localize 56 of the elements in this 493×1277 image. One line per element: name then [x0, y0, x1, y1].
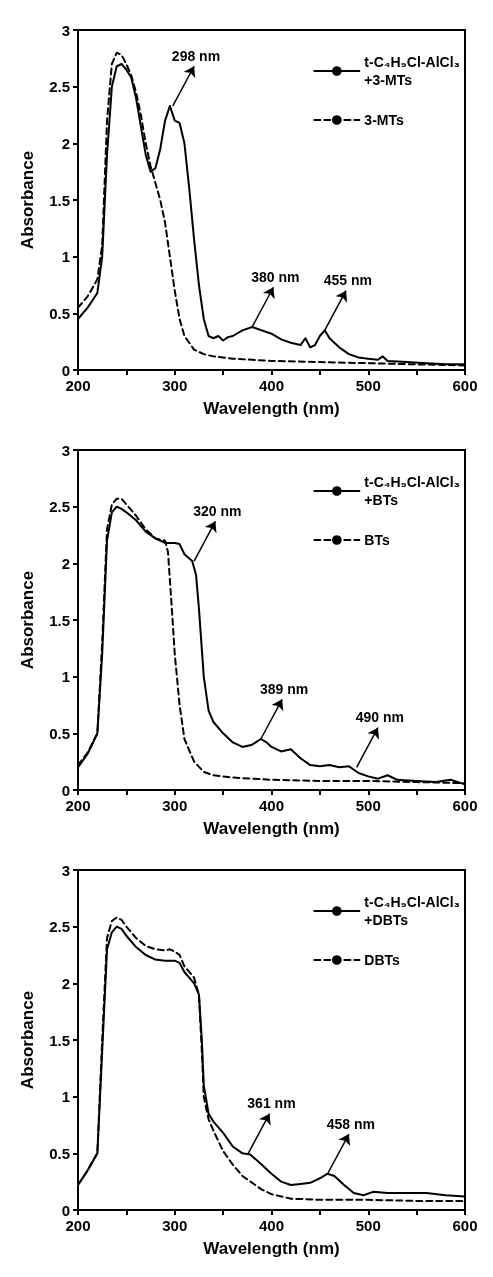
y-tick-label: 1.5	[49, 1031, 70, 1049]
y-tick-label: 0.5	[49, 304, 70, 322]
x-tick-label: 400	[258, 797, 285, 814]
y-tick-label: 1.5	[49, 191, 70, 209]
y-tick-label: 0	[61, 781, 70, 799]
annotation: 490 nm	[355, 709, 404, 726]
y-tick-label: 2.5	[49, 498, 70, 516]
y-tick-label: 0	[61, 361, 70, 379]
annotation: 298 nm	[171, 47, 221, 64]
legend-label: DBTs	[364, 952, 401, 968]
x-axis-title: Wavelength (nm)	[203, 819, 340, 838]
y-tick-label: 3	[61, 441, 70, 459]
x-tick-label: 400	[258, 377, 285, 394]
y-tick-label: 3	[61, 861, 70, 879]
annotation: 361 nm	[247, 1095, 296, 1112]
x-tick-label: 200	[65, 1217, 91, 1234]
y-tick-label: 2.5	[49, 918, 70, 936]
y-tick-label: 1	[61, 248, 70, 266]
x-tick-label: 600	[452, 1217, 478, 1234]
y-tick-label: 1	[61, 1088, 70, 1106]
y-tick-label: 2	[61, 134, 70, 152]
y-tick-label: 2.5	[49, 78, 70, 96]
y-tick-label: 1	[61, 668, 70, 686]
x-tick-label: 400	[258, 1217, 285, 1234]
x-tick-label: 600	[452, 797, 478, 814]
x-tick-label: 500	[355, 1217, 381, 1234]
annotation: 380 nm	[251, 268, 300, 285]
x-tick-label: 200	[65, 797, 91, 814]
x-tick-label: 300	[162, 377, 188, 394]
x-tick-label: 600	[452, 377, 478, 394]
x-tick-label: 300	[162, 797, 188, 814]
y-tick-label: 0.5	[49, 724, 70, 742]
y-axis-title: Absorbance	[18, 150, 37, 250]
x-tick-label: 500	[355, 377, 381, 394]
x-tick-label: 200	[65, 377, 91, 394]
y-tick-label: 3	[61, 21, 70, 39]
y-axis-title: Absorbance	[18, 570, 37, 670]
x-tick-label: 300	[162, 1217, 188, 1234]
legend-label: BTs	[364, 532, 390, 548]
annotation: 458 nm	[326, 1115, 375, 1132]
annotation: 455 nm	[323, 272, 373, 289]
x-axis-title: Wavelength (nm)	[203, 1239, 340, 1258]
legend-label: t-C₄H₉Cl-AlCl₃ +BTs	[364, 474, 460, 508]
legend-label: t-C₄H₉Cl-AlCl₃ +DBTs	[364, 894, 460, 928]
y-tick-label: 2	[61, 554, 70, 572]
y-tick-label: 1.5	[49, 611, 70, 629]
y-tick-label: 0	[61, 1201, 70, 1219]
x-tick-label: 500	[355, 797, 381, 814]
annotation: 320 nm	[193, 502, 242, 519]
legend-label: t-C₄H₉Cl-AlCl₃ +3-MTs	[364, 54, 460, 88]
legend-label: 3-MTs	[364, 112, 404, 128]
y-tick-label: 0.5	[49, 1144, 70, 1162]
annotation: 389 nm	[259, 680, 309, 697]
y-tick-label: 2	[61, 974, 70, 992]
x-axis-title: Wavelength (nm)	[203, 399, 340, 418]
y-axis-title: Absorbance	[18, 990, 37, 1090]
